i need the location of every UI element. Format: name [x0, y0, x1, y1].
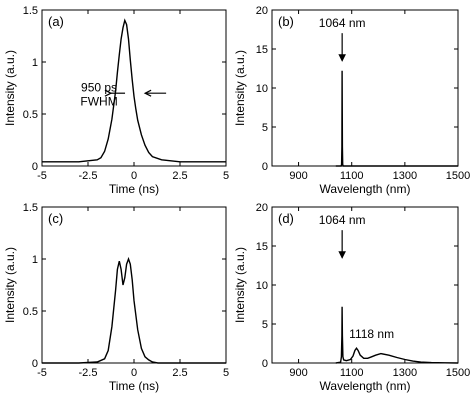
x-tick-label: 1500 — [446, 170, 470, 182]
chart-panel-c: -5 -2.5 0 2.5 5 0 0.5 1 1.5 Time (ns) Intensity (a… — [3, 202, 229, 393]
x-tick-label: 1300 — [393, 367, 417, 379]
y-tick-label: 1 — [32, 57, 38, 69]
annotation-text: 950 ps — [81, 81, 117, 95]
annotation-text: 1064 nm — [319, 16, 366, 30]
x-tick-label: 1100 — [340, 367, 364, 379]
x-axis-label: Wavelength (nm) — [320, 182, 411, 196]
y-tick-label: 10 — [256, 280, 268, 292]
chart-panel-b: 900 1100 1300 1500 0 5 10 15 20 Wavelength (nm) In… — [233, 5, 470, 196]
fwhm-arrowhead-left — [104, 89, 113, 97]
x-tick-label: 5 — [223, 367, 229, 379]
series-line-c — [42, 256, 226, 364]
x-tick-label: -2.5 — [79, 170, 98, 182]
y-axis-label: Intensity (a.u.) — [233, 247, 247, 323]
x-axis-label: Time (ns) — [109, 379, 159, 393]
x-axis-label: Time (ns) — [109, 182, 159, 196]
x-tick-label: -5 — [37, 170, 47, 182]
y-tick-label: 20 — [256, 5, 268, 17]
plot-frame — [271, 9, 459, 167]
x-tick-label: -5 — [37, 367, 47, 379]
x-tick-label: -2.5 — [79, 367, 98, 379]
fwhm-arrowhead-right — [143, 89, 152, 97]
y-tick-label: 15 — [256, 44, 268, 56]
y-axis-label: Intensity (a.u.) — [3, 247, 17, 323]
y-tick-label: 5 — [262, 122, 268, 134]
y-tick-label: 0 — [32, 161, 38, 173]
series-line-d — [335, 306, 459, 364]
y-tick-label: 1 — [32, 254, 38, 266]
panel-label: (c) — [48, 211, 63, 226]
series-line-a — [42, 18, 226, 163]
peak-arrowhead — [338, 251, 346, 259]
y-tick-label: 0 — [262, 161, 268, 173]
y-axis-label: Intensity (a.u.) — [3, 50, 17, 126]
x-tick-label: 0 — [131, 170, 137, 182]
annotation-text: FWHM — [80, 95, 117, 109]
plot-frame — [41, 206, 227, 364]
y-axis-label: Intensity (a.u.) — [233, 50, 247, 126]
peak-arrowhead — [338, 54, 346, 62]
y-tick-label: 5 — [262, 319, 268, 331]
plot-frame — [41, 9, 227, 167]
x-tick-label: 2.5 — [172, 170, 187, 182]
series-line-b — [335, 70, 458, 167]
y-tick-label: 0.5 — [23, 306, 38, 318]
y-tick-label: 0 — [32, 358, 38, 370]
x-tick-label: 1100 — [340, 170, 364, 182]
x-tick-label: 5 — [223, 170, 229, 182]
x-axis-label: Wavelength (nm) — [320, 379, 411, 393]
annotation-text: 1118 nm — [349, 327, 394, 341]
y-tick-label: 0 — [262, 358, 268, 370]
y-tick-label: 20 — [256, 202, 268, 214]
chart-panel-d: 900 1100 1300 1500 0 5 10 15 20 Wavelength (nm) In… — [233, 202, 470, 393]
y-tick-label: 10 — [256, 83, 268, 95]
panel-label: (b) — [278, 14, 294, 29]
x-tick-label: 1500 — [446, 367, 470, 379]
y-tick-label: 1.5 — [23, 5, 38, 17]
x-tick-label: 2.5 — [172, 367, 187, 379]
x-tick-label: 1300 — [393, 170, 417, 182]
x-tick-label: 0 — [131, 367, 137, 379]
y-tick-label: 15 — [256, 241, 268, 253]
y-tick-label: 0.5 — [23, 109, 38, 121]
annotation-text: 1064 nm — [319, 213, 366, 227]
y-tick-label: 1.5 — [23, 202, 38, 214]
x-tick-label: 900 — [289, 170, 307, 182]
panel-label: (a) — [48, 14, 64, 29]
x-tick-label: 900 — [289, 367, 307, 379]
chart-panel-a: -5 -2.5 0 2.5 5 0 0.5 1 1.5 Time (ns) Intensity (a… — [3, 5, 229, 196]
panel-label: (d) — [278, 211, 294, 226]
